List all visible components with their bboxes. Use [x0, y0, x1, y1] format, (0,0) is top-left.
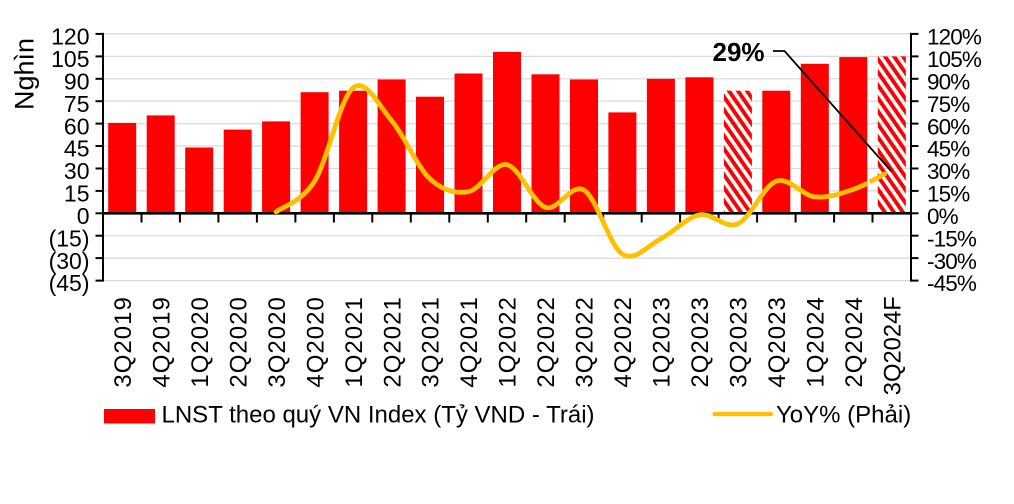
svg-text:0: 0	[77, 203, 90, 229]
svg-text:4Q2022: 4Q2022	[610, 296, 637, 387]
svg-text:30: 30	[64, 158, 90, 184]
svg-text:3Q2019: 3Q2019	[110, 296, 137, 387]
svg-text:3Q2020: 3Q2020	[264, 296, 291, 387]
svg-text:(15): (15)	[49, 225, 90, 251]
svg-text:3Q2021: 3Q2021	[418, 296, 445, 387]
svg-text:60%: 60%	[927, 114, 970, 139]
svg-text:105%: 105%	[927, 47, 982, 72]
svg-text:LNST theo quý VN Index (Tỷ VND: LNST theo quý VN Index (Tỷ VND - Trái)	[162, 402, 595, 429]
svg-text:75: 75	[64, 91, 90, 117]
svg-text:YoY% (Phải): YoY% (Phải)	[776, 402, 911, 429]
svg-text:3Q2024F: 3Q2024F	[880, 296, 907, 395]
svg-text:120: 120	[51, 24, 89, 50]
svg-text:90: 90	[64, 69, 90, 95]
svg-text:15: 15	[64, 181, 90, 207]
svg-text:-15%: -15%	[927, 226, 977, 251]
svg-text:75%: 75%	[927, 92, 970, 117]
svg-text:90%: 90%	[927, 70, 970, 95]
svg-text:1Q2024: 1Q2024	[803, 296, 830, 387]
svg-text:29%: 29%	[713, 37, 765, 67]
svg-text:2Q2021: 2Q2021	[379, 296, 406, 387]
svg-text:4Q2023: 4Q2023	[764, 296, 791, 387]
svg-text:1Q2023: 1Q2023	[649, 296, 676, 387]
svg-text:30%: 30%	[927, 159, 970, 184]
svg-text:105: 105	[51, 46, 89, 72]
svg-text:-30%: -30%	[927, 249, 977, 274]
svg-text:4Q2021: 4Q2021	[456, 296, 483, 387]
svg-text:1Q2021: 1Q2021	[341, 296, 368, 387]
svg-text:60: 60	[64, 113, 90, 139]
svg-text:45%: 45%	[927, 137, 970, 162]
svg-text:4Q2019: 4Q2019	[148, 296, 175, 387]
svg-text:120%: 120%	[927, 25, 982, 50]
svg-text:1Q2022: 1Q2022	[495, 296, 522, 387]
svg-text:3Q2022: 3Q2022	[572, 296, 599, 387]
svg-text:2Q2020: 2Q2020	[225, 296, 252, 387]
svg-text:-45%: -45%	[927, 271, 977, 296]
svg-text:Nghìn: Nghìn	[10, 38, 40, 110]
svg-text:(30): (30)	[49, 248, 90, 274]
svg-text:2Q2023: 2Q2023	[687, 296, 714, 387]
svg-text:0%: 0%	[927, 204, 959, 229]
svg-text:2Q2022: 2Q2022	[533, 296, 560, 387]
svg-text:3Q2023: 3Q2023	[726, 296, 753, 387]
svg-text:1Q2020: 1Q2020	[187, 296, 214, 387]
svg-text:45: 45	[64, 136, 90, 162]
svg-text:15%: 15%	[927, 182, 970, 207]
svg-text:4Q2020: 4Q2020	[302, 296, 329, 387]
svg-text:2Q2024: 2Q2024	[841, 296, 868, 387]
svg-text:(45): (45)	[49, 270, 90, 296]
